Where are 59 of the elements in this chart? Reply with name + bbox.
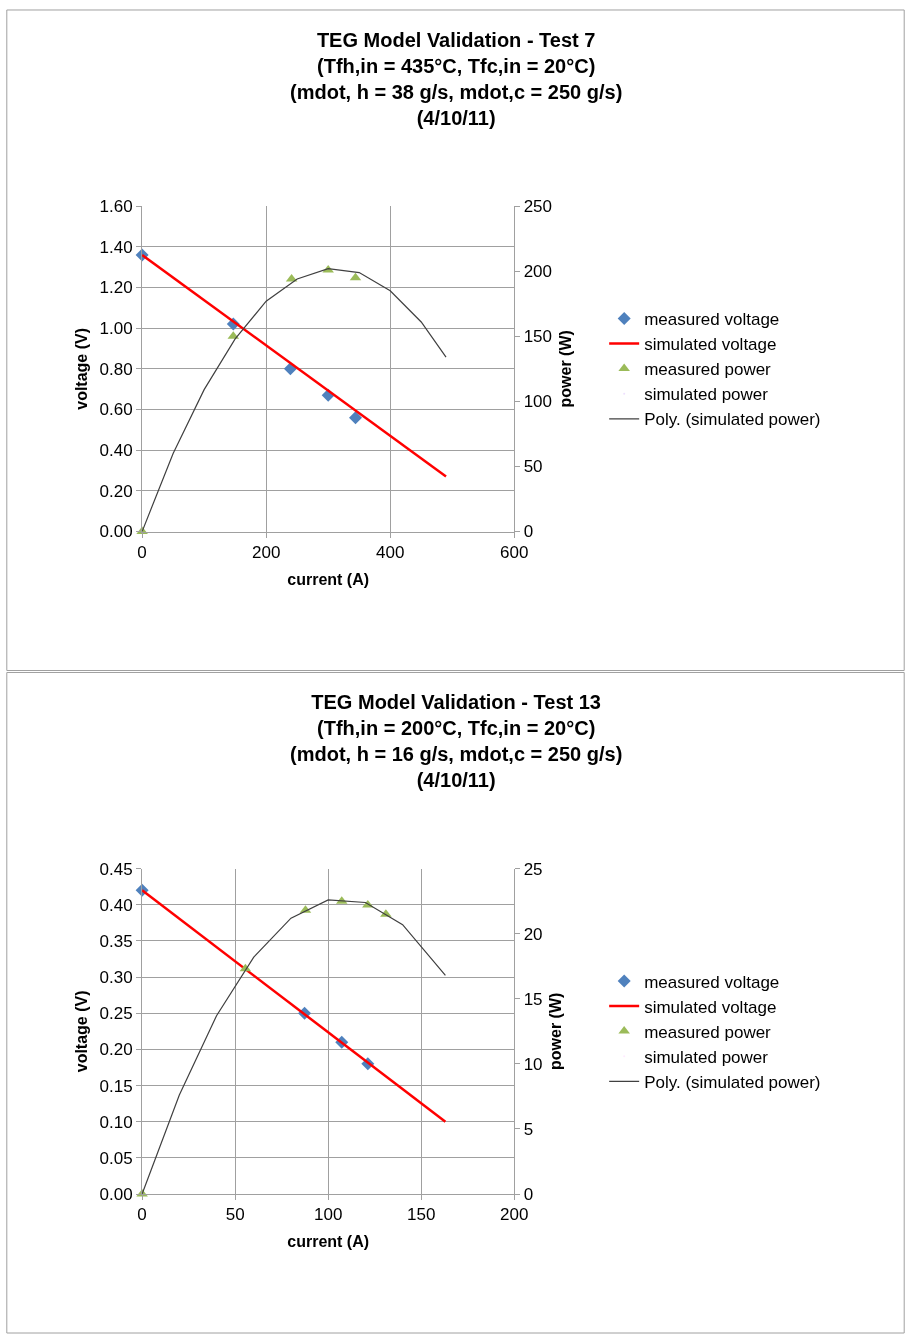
- x-tick-label: 50: [225, 1205, 245, 1225]
- x-tick-label: 200: [500, 1205, 529, 1225]
- y-tick-label: 1.60: [99, 197, 133, 217]
- y2-tick-label: 25: [523, 859, 543, 879]
- legend-label: Poly. (simulated power): [644, 1072, 821, 1092]
- x-tick-label: 100: [314, 1205, 343, 1225]
- x-axis-title: current (A): [287, 1233, 370, 1251]
- legend-label: Poly. (simulated power): [644, 410, 821, 430]
- x-tick-label: 200: [251, 542, 281, 562]
- chart-title: TEG Model Validation - Test 13 (Tfh,in = 200°C, Tfc,in = 20°C) (mdot, h = 16 g/s, mdot,c = 250 g/s) (4/10/11): [290, 691, 623, 791]
- y-tick-label: 0.00: [99, 1184, 133, 1204]
- y-tick-label: 0.25: [99, 1004, 133, 1024]
- y-tick-label: 0.05: [99, 1148, 133, 1168]
- y2-tick-label: 0: [523, 522, 534, 542]
- x-tick-label: 0: [137, 1205, 147, 1225]
- y-tick-label: 1.00: [99, 319, 133, 339]
- y2-tick-label: 5: [523, 1119, 534, 1139]
- y2-tick-label: 200: [523, 262, 553, 282]
- legend-label: simulated voltage: [644, 335, 777, 355]
- y-tick-label: 0.15: [99, 1076, 133, 1096]
- y-tick-label: 0.20: [99, 481, 133, 501]
- y2-tick-label: 20: [523, 924, 543, 944]
- y-tick-label: 0.40: [99, 441, 133, 461]
- legend-label: simulated voltage: [644, 997, 777, 1017]
- y-axis-title: voltage (V): [72, 327, 90, 410]
- y-tick-label: 0.20: [99, 1040, 133, 1060]
- y-tick-label: 1.20: [99, 278, 133, 298]
- x-tick-label: 150: [407, 1205, 436, 1225]
- x-tick-label: 0: [137, 542, 147, 562]
- legend-label: measured voltage: [644, 972, 780, 992]
- legend-label: measured power: [644, 1022, 772, 1042]
- y2-axis-title: power (W): [556, 330, 574, 408]
- point: [348, 411, 362, 425]
- y-tick-label: 0.40: [99, 895, 133, 915]
- legend-label: measured power: [644, 360, 772, 380]
- y-tick-label: 0.45: [99, 859, 133, 879]
- y-tick-label: 0.10: [99, 1112, 133, 1132]
- y2-tick-label: 100: [523, 392, 553, 412]
- y2-tick-label: 0: [523, 1184, 534, 1204]
- legend-label: measured voltage: [644, 310, 780, 330]
- text: simulated power: [644, 1047, 769, 1067]
- y-tick-label: 1.40: [99, 237, 133, 257]
- y2-tick-label: 250: [523, 197, 553, 217]
- y-tick-label: 0.60: [99, 400, 133, 420]
- y2-tick-label: 15: [523, 989, 543, 1009]
- y-tick-label: 0.30: [99, 968, 133, 988]
- y-tick-label: 0.80: [99, 359, 133, 379]
- x-tick-label: 600: [500, 542, 529, 562]
- y2-axis-title: power (W): [547, 992, 565, 1070]
- y-axis-title: voltage (V): [72, 990, 90, 1073]
- y-tick-label: 0.35: [99, 931, 133, 951]
- text: simulated power: [644, 385, 769, 405]
- x-axis-title: current (A): [287, 570, 370, 588]
- chart-title: TEG Model Validation - Test 7 (Tfh,in = 435°C, Tfc,in = 20°C) (mdot, h = 38 g/s, mdot,c = 250 g/s) (4/10/11): [290, 29, 623, 129]
- x-tick-label: 400: [376, 542, 405, 562]
- y2-tick-label: 10: [523, 1054, 543, 1074]
- y2-tick-label: 150: [523, 327, 553, 347]
- y-tick-label: 0.00: [99, 522, 133, 542]
- y2-tick-label: 50: [523, 457, 543, 477]
